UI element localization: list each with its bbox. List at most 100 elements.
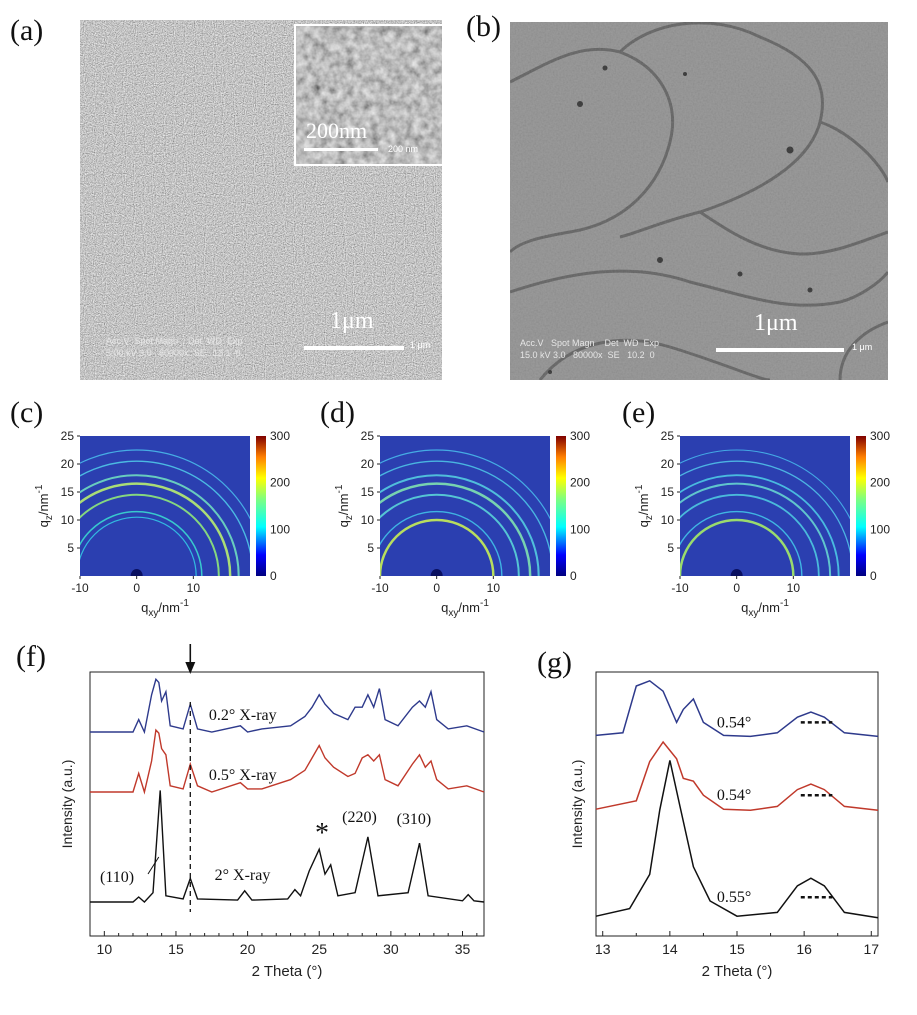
colorbar-tick-label: 0 xyxy=(570,569,577,583)
small-scale-b: 1 μm xyxy=(852,342,873,352)
chart-g-xlabel: 2 Theta (°) xyxy=(702,963,773,980)
x-tick-label: 10 xyxy=(187,581,201,595)
peak-110-leader xyxy=(147,856,160,875)
peak-star: * xyxy=(315,818,329,849)
diffraction-ring xyxy=(80,493,220,576)
fwhm-label-1: 0.54° xyxy=(717,787,751,804)
diffraction-ring xyxy=(380,493,520,576)
y-tick-label: 20 xyxy=(661,457,675,471)
diffraction-ring xyxy=(380,482,532,576)
chart-g: 0.54° 0.54° 0.55° 13 14 15 16 17 2 Theta (°) Inte… xyxy=(569,671,879,980)
colorbar xyxy=(856,436,866,576)
xrd-figures: 0.2° X-ray 0.5° X-ray 2° X-ray (110) * (220) (… xyxy=(59,644,879,980)
panel-letter-c: (c) xyxy=(10,396,44,429)
diffraction-ring xyxy=(80,510,203,576)
chart-f-x-tick-label: 25 xyxy=(311,941,327,957)
diffraction-ring xyxy=(80,474,240,576)
panel-letter-d: (d) xyxy=(320,396,355,429)
chart-f-x-tick-label: 30 xyxy=(383,941,399,957)
chart-f-series-1 xyxy=(90,728,485,795)
x-tick-label: 0 xyxy=(133,581,140,595)
diffraction-ring xyxy=(680,460,850,555)
colorbar-tick-label: 100 xyxy=(570,522,590,536)
colorbar-tick-label: 100 xyxy=(870,522,890,536)
diffraction-ring xyxy=(380,510,503,576)
peak-label-220: (220) xyxy=(342,809,377,826)
chart-f-xlabel: 2 Theta (°) xyxy=(252,963,323,980)
x-tick-label: 10 xyxy=(487,581,501,595)
y-tick-label: 10 xyxy=(361,513,375,527)
panel-letter-a: (a) xyxy=(10,14,44,47)
x-axis-label: qxy/nm-1 xyxy=(141,598,189,619)
peak-label-310: (310) xyxy=(397,811,432,828)
y-tick-label: 15 xyxy=(661,485,675,499)
chart-f-frame xyxy=(89,671,485,937)
colorbar-tick-label: 100 xyxy=(270,522,290,536)
diffraction-ring xyxy=(680,474,840,576)
chart-f-x-tick-label: 15 xyxy=(168,941,184,957)
chart-g-x-tick-label: 15 xyxy=(729,941,745,957)
scale-bar-a xyxy=(304,346,404,350)
chart-f-series-0 xyxy=(90,677,485,735)
diffraction-ring xyxy=(680,449,850,520)
y-tick-label: 20 xyxy=(61,457,75,471)
inset-scale-label-a: 200nm xyxy=(306,118,368,143)
x-tick-label: -10 xyxy=(371,581,389,595)
sem-info-line2-b: 15.0 kV 3.0 80000x SE 10.2 0 xyxy=(520,350,655,360)
peak-label-110: (110) xyxy=(100,869,134,886)
fwhm-label-2: 0.55° xyxy=(717,889,751,906)
sem-image-b: Acc.V Spot Magn Det WD Exp 15.0 kV 3.0 8… xyxy=(510,22,888,380)
x-tick-label: 10 xyxy=(787,581,801,595)
scale-label-a: 1μm xyxy=(330,308,374,334)
chart-g-x-tick-label: 16 xyxy=(796,941,812,957)
y-tick-label: 25 xyxy=(361,429,375,443)
inset-small-scale-a: 200 nm xyxy=(388,144,419,154)
chart-f-series-label-1: 0.5° X-ray xyxy=(209,767,277,784)
sem-info-line1-a: Acc.V Spot Magn Det WD Exp xyxy=(106,336,243,346)
chart-g-ylabel: Intensity (a.u.) xyxy=(569,760,585,849)
chart-f: 0.2° X-ray 0.5° X-ray 2° X-ray (110) * (220) (… xyxy=(59,644,485,980)
small-scale-a: 1 μm xyxy=(410,340,431,350)
diffraction-ring xyxy=(380,460,550,555)
chart-f-x-tick-label: 35 xyxy=(455,941,471,957)
y-tick-label: 5 xyxy=(667,541,674,555)
chart-f-series-label-0: 0.2° X-ray xyxy=(209,707,277,724)
y-tick-label: 20 xyxy=(361,457,375,471)
colorbar-tick-label: 0 xyxy=(870,569,877,583)
colorbar-tick-label: 300 xyxy=(270,429,290,443)
chart-f-series-label-2: 2° X-ray xyxy=(215,867,271,884)
colorbar-tick-label: 200 xyxy=(570,476,590,490)
chart-f-x-tick-label: 10 xyxy=(97,941,113,957)
beamstop xyxy=(730,569,743,576)
chart-g-series-1 xyxy=(595,740,879,812)
colorbar-tick-label: 300 xyxy=(870,429,890,443)
colorbar xyxy=(556,436,566,576)
x-tick-label: -10 xyxy=(671,581,689,595)
y-axis-label: qz/nm-1 xyxy=(634,484,655,527)
y-tick-label: 15 xyxy=(361,485,375,499)
colorbar-tick-label: 300 xyxy=(570,429,590,443)
diffraction-ring xyxy=(380,518,495,576)
diffraction-ring xyxy=(380,449,550,520)
colorbar-tick-label: 200 xyxy=(270,476,290,490)
chart-g-series-2 xyxy=(595,760,879,919)
diffraction-ring xyxy=(80,482,232,576)
arrow-head xyxy=(185,662,196,674)
beamstop xyxy=(130,569,143,576)
y-tick-label: 10 xyxy=(61,513,75,527)
x-axis-label: qxy/nm-1 xyxy=(741,598,789,619)
y-tick-label: 5 xyxy=(67,541,74,555)
panel-letter-g: (g) xyxy=(537,646,572,679)
diffraction-ring xyxy=(80,460,250,555)
scale-label-b: 1μm xyxy=(754,310,798,336)
y-tick-label: 10 xyxy=(661,513,675,527)
inset-scale-bar-a xyxy=(304,148,378,151)
beamstop xyxy=(430,569,443,576)
gixrd-background xyxy=(380,436,550,576)
chart-f-x-tick-label: 20 xyxy=(240,941,256,957)
diffraction-ring xyxy=(80,449,250,520)
y-tick-label: 25 xyxy=(61,429,75,443)
